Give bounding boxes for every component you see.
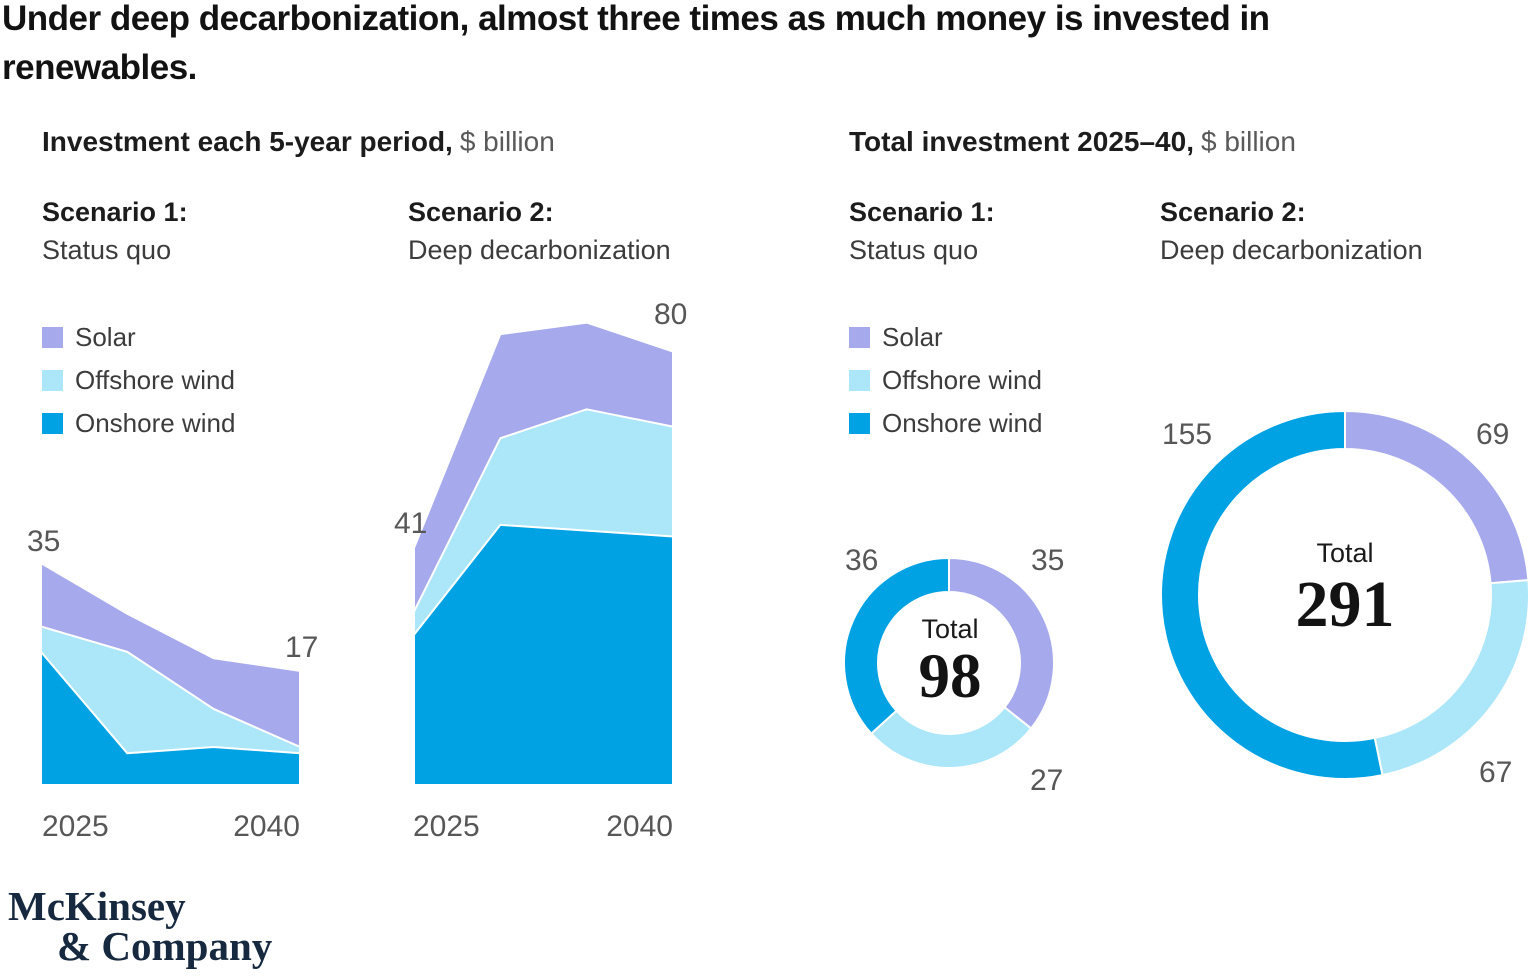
scenario2-heading-left: Scenario 2: Deep decarbonization	[408, 193, 671, 269]
area2-xtick-2025: 2025	[413, 810, 480, 843]
scenario1-name: Status quo	[849, 235, 979, 265]
donut2-onshore-value-label: 155	[1162, 418, 1213, 451]
donut-scenario1-slice-offshore-wind	[870, 706, 1033, 769]
offshore-wind-swatch-icon	[42, 369, 63, 391]
legend-label: Offshore wind	[75, 364, 235, 395]
area1-first-value-label: 35	[27, 525, 61, 558]
legend-right: Solar Offshore wind Onshore wind	[849, 322, 1042, 455]
legend-label: Solar	[75, 321, 136, 352]
legend-item-onshore-wind: Onshore wind	[849, 408, 1042, 438]
donut1-onshore-value-label: 36	[845, 544, 879, 577]
donut-scenario1-slice-onshore-wind	[843, 557, 950, 735]
scenario2-label: Scenario 2:	[1160, 197, 1306, 227]
donut2-solar-value-label: 69	[1476, 418, 1510, 451]
scenario1-label: Scenario 1:	[42, 197, 188, 227]
solar-swatch-icon	[849, 326, 870, 348]
donut2-offshore-value-label: 67	[1479, 756, 1513, 789]
left-section-heading: Investment each 5-year period, $ billion	[42, 127, 555, 157]
legend-left: Solar Offshore wind Onshore wind	[42, 322, 235, 455]
offshore-wind-swatch-icon	[849, 369, 870, 391]
legend-item-solar: Solar	[849, 322, 1042, 352]
scenario1-label: Scenario 1:	[849, 197, 995, 227]
area2-xtick-2040: 2040	[606, 810, 673, 843]
left-section-heading-unit: $ billion	[459, 126, 555, 157]
legend-label: Offshore wind	[882, 364, 1042, 395]
mckinsey-logo: McKinsey & Company	[8, 883, 273, 969]
area2-last-value-label: 80	[654, 298, 688, 331]
logo-line-1: McKinsey	[8, 883, 186, 929]
donut2-total-label: Total	[1316, 538, 1374, 568]
donut1-solar-value-label: 35	[1031, 544, 1065, 577]
area-scenario1-layer-0	[40, 650, 301, 786]
area-scenario2-layer-0	[413, 523, 674, 786]
legend-item-onshore-wind: Onshore wind	[42, 408, 235, 438]
scenario2-name: Deep decarbonization	[1160, 235, 1423, 265]
scenario2-heading-right: Scenario 2: Deep decarbonization	[1160, 193, 1423, 269]
onshore-wind-swatch-icon	[849, 412, 870, 434]
donut-scenario1-slice-solar	[948, 557, 1055, 730]
area1-last-value-label: 17	[285, 631, 319, 664]
scenario1-heading-right: Scenario 1: Status quo	[849, 193, 995, 269]
legend-item-offshore-wind: Offshore wind	[849, 365, 1042, 395]
onshore-wind-swatch-icon	[42, 412, 63, 434]
area1-xtick-2025: 2025	[42, 810, 109, 843]
legend-label: Onshore wind	[882, 407, 1043, 438]
scenario1-heading-left: Scenario 1: Status quo	[42, 193, 188, 269]
title-line-1: Under deep decarbonization, almost three…	[2, 0, 1270, 38]
right-section-heading-bold: Total investment 2025–40,	[849, 126, 1194, 157]
donut1-total-label: Total	[921, 614, 979, 644]
donut1-offshore-value-label: 27	[1030, 764, 1064, 797]
logo-line-2: & Company	[57, 923, 273, 969]
legend-item-solar: Solar	[42, 322, 235, 352]
right-section-heading-unit: $ billion	[1200, 126, 1296, 157]
right-section-heading: Total investment 2025–40, $ billion	[849, 127, 1296, 157]
area2-first-value-label: 41	[394, 507, 428, 540]
exhibit-title: Under deep decarbonization, almost three…	[2, 0, 1270, 92]
scenario2-label: Scenario 2:	[408, 197, 554, 227]
legend-label: Solar	[882, 321, 943, 352]
scenario1-name: Status quo	[42, 235, 172, 265]
donut2-total-value: 291	[1295, 568, 1395, 641]
donut1-total-value: 98	[918, 641, 982, 711]
solar-swatch-icon	[42, 326, 63, 348]
left-section-heading-bold: Investment each 5-year period,	[42, 126, 453, 157]
legend-label: Onshore wind	[75, 407, 236, 438]
title-line-2: renewables.	[2, 48, 197, 87]
legend-item-offshore-wind: Offshore wind	[42, 365, 235, 395]
area1-xtick-2040: 2040	[233, 810, 300, 843]
donut-scenario2-slice-onshore-wind	[1160, 410, 1384, 780]
scenario2-name: Deep decarbonization	[408, 235, 671, 265]
